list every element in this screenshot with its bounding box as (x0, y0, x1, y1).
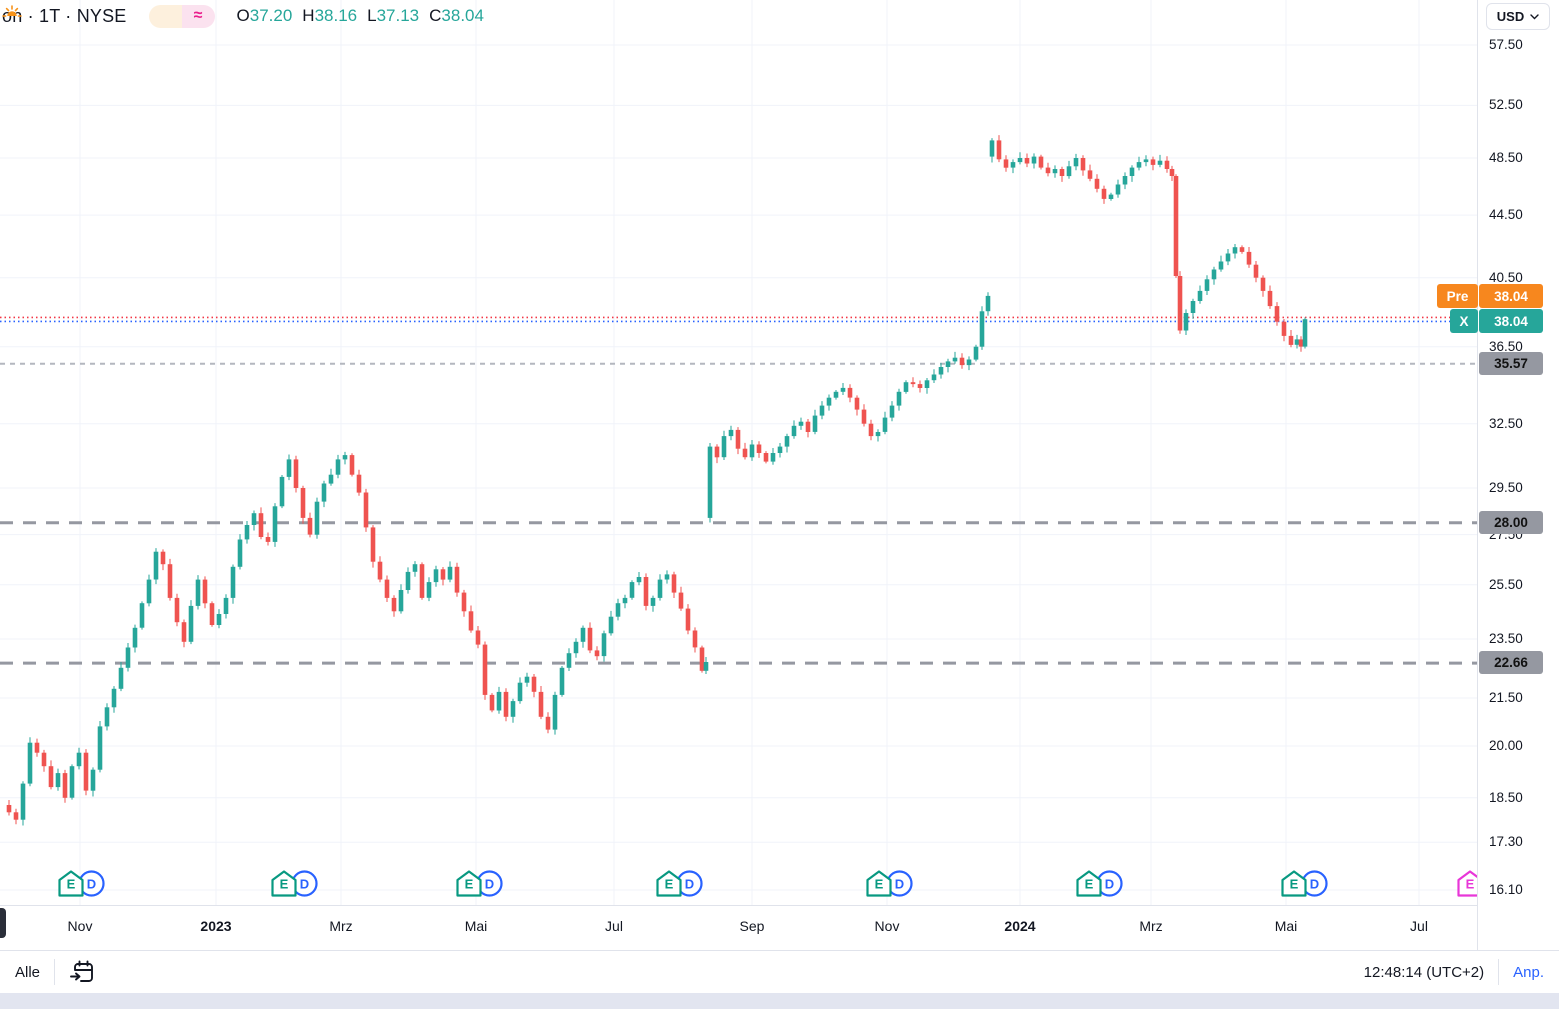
earnings-marker[interactable]: E (58, 870, 84, 897)
price-tick-label: 21.50 (1489, 690, 1523, 705)
price-tick-label: 18.50 (1489, 790, 1523, 805)
high-label: H (302, 6, 315, 25)
time-axis-label: Mrz (1139, 918, 1163, 934)
time-axis-label: 2023 (200, 918, 232, 934)
price-tick-label: 17.30 (1489, 834, 1523, 849)
chevron-down-icon (1530, 13, 1539, 19)
time-axis[interactable]: Nov 2023 Mrz Mai Jul Sep Nov 2024 Mrz Mai Jul (0, 905, 1559, 951)
level-35-badge-value: 35.57 (1479, 352, 1543, 375)
chart-plot-area[interactable]: on · 1T · NYSE ≈ O37.20 H38.16 (0, 0, 1477, 905)
go-to-date-icon[interactable] (69, 959, 96, 986)
time-axis-label: Mai (1274, 918, 1298, 934)
earnings-marker[interactable]: E (656, 870, 682, 897)
dividend-marker[interactable]: D (1096, 870, 1123, 897)
time-axis-label: Sep (739, 918, 765, 934)
ohlc-values: O37.20 H38.16 L37.13 C38.04 (237, 6, 494, 26)
close-label: C (429, 6, 442, 25)
time-axis-label: Jul (605, 918, 623, 934)
earnings-marker[interactable]: E (1076, 870, 1102, 897)
chart-legend: on · 1T · NYSE ≈ O37.20 H38.16 (2, 3, 494, 29)
earnings-marker[interactable]: E (866, 870, 892, 897)
session-clock[interactable]: 12:48:14 (UTC+2) (1363, 963, 1485, 981)
bottom-panel-edge (0, 993, 1559, 1009)
time-axis-label: Nov (874, 918, 900, 934)
price-tick-label: 48.50 (1489, 150, 1523, 165)
corner-handle (0, 908, 6, 938)
price-tick-label: 16.10 (1489, 882, 1523, 897)
price-tick-label: 20.00 (1489, 738, 1523, 753)
wave-icon[interactable]: ≈ (181, 4, 215, 28)
price-tick-label: 25.50 (1489, 577, 1523, 592)
toolbar-divider (54, 959, 56, 985)
price-axis[interactable]: USD 57.50 52.50 48.50 44.50 40.50 36.50 32.50 2… (1477, 0, 1559, 950)
open-value: 37.20 (249, 6, 293, 25)
adjust-data-button[interactable]: Anp. (1513, 963, 1544, 981)
high-value: 38.16 (314, 6, 358, 25)
session-status-pills[interactable]: ≈ (2, 4, 215, 28)
currency-label: USD (1496, 9, 1525, 24)
price-tick-label: 29.50 (1489, 480, 1523, 495)
earnings-marker[interactable]: E (456, 870, 482, 897)
premarket-badge-label: Pre (1437, 284, 1478, 308)
sunrise-icon[interactable] (2, 4, 182, 28)
toolbar-divider (1498, 959, 1500, 985)
bottom-toolbar: Alle 12:48:14 (UTC+2) Anp. (0, 950, 1559, 993)
symbol-title[interactable]: on · 1T · NYSE (2, 5, 127, 26)
time-axis-label: Mrz (329, 918, 353, 934)
candlestick-chart[interactable] (0, 0, 1477, 905)
earnings-marker[interactable]: E (1281, 870, 1307, 897)
price-tick-label: 57.50 (1489, 37, 1523, 52)
price-tick-label: 23.50 (1489, 631, 1523, 646)
price-tick-label: 32.50 (1489, 416, 1523, 431)
upcoming-earnings-marker[interactable]: E (1457, 870, 1477, 897)
currency-dropdown[interactable]: USD (1486, 3, 1550, 30)
last-price-badge-value: 38.04 (1479, 309, 1543, 333)
range-all-button[interactable]: Alle (15, 963, 41, 981)
price-tick-label: 40.50 (1489, 270, 1523, 285)
earnings-marker[interactable]: E (271, 870, 297, 897)
price-tick-label: 44.50 (1489, 207, 1523, 222)
candles (6, 135, 1308, 826)
time-axis-label: Nov (67, 918, 93, 934)
price-tick-label: 52.50 (1489, 97, 1523, 112)
last-price-badge-label: X (1450, 309, 1478, 333)
level-28-badge-value: 28.00 (1479, 511, 1543, 534)
close-value: 38.04 (441, 6, 484, 25)
open-label: O (236, 6, 250, 25)
low-label: L (367, 6, 377, 25)
level-22-badge-value: 22.66 (1479, 651, 1543, 674)
time-axis-label: Jul (1410, 918, 1428, 934)
price-tick-label: 36.50 (1489, 339, 1523, 354)
time-axis-label: 2024 (1004, 918, 1036, 934)
premarket-badge-value: 38.04 (1479, 284, 1543, 308)
time-axis-label: Mai (464, 918, 488, 934)
low-value: 37.13 (376, 6, 420, 25)
